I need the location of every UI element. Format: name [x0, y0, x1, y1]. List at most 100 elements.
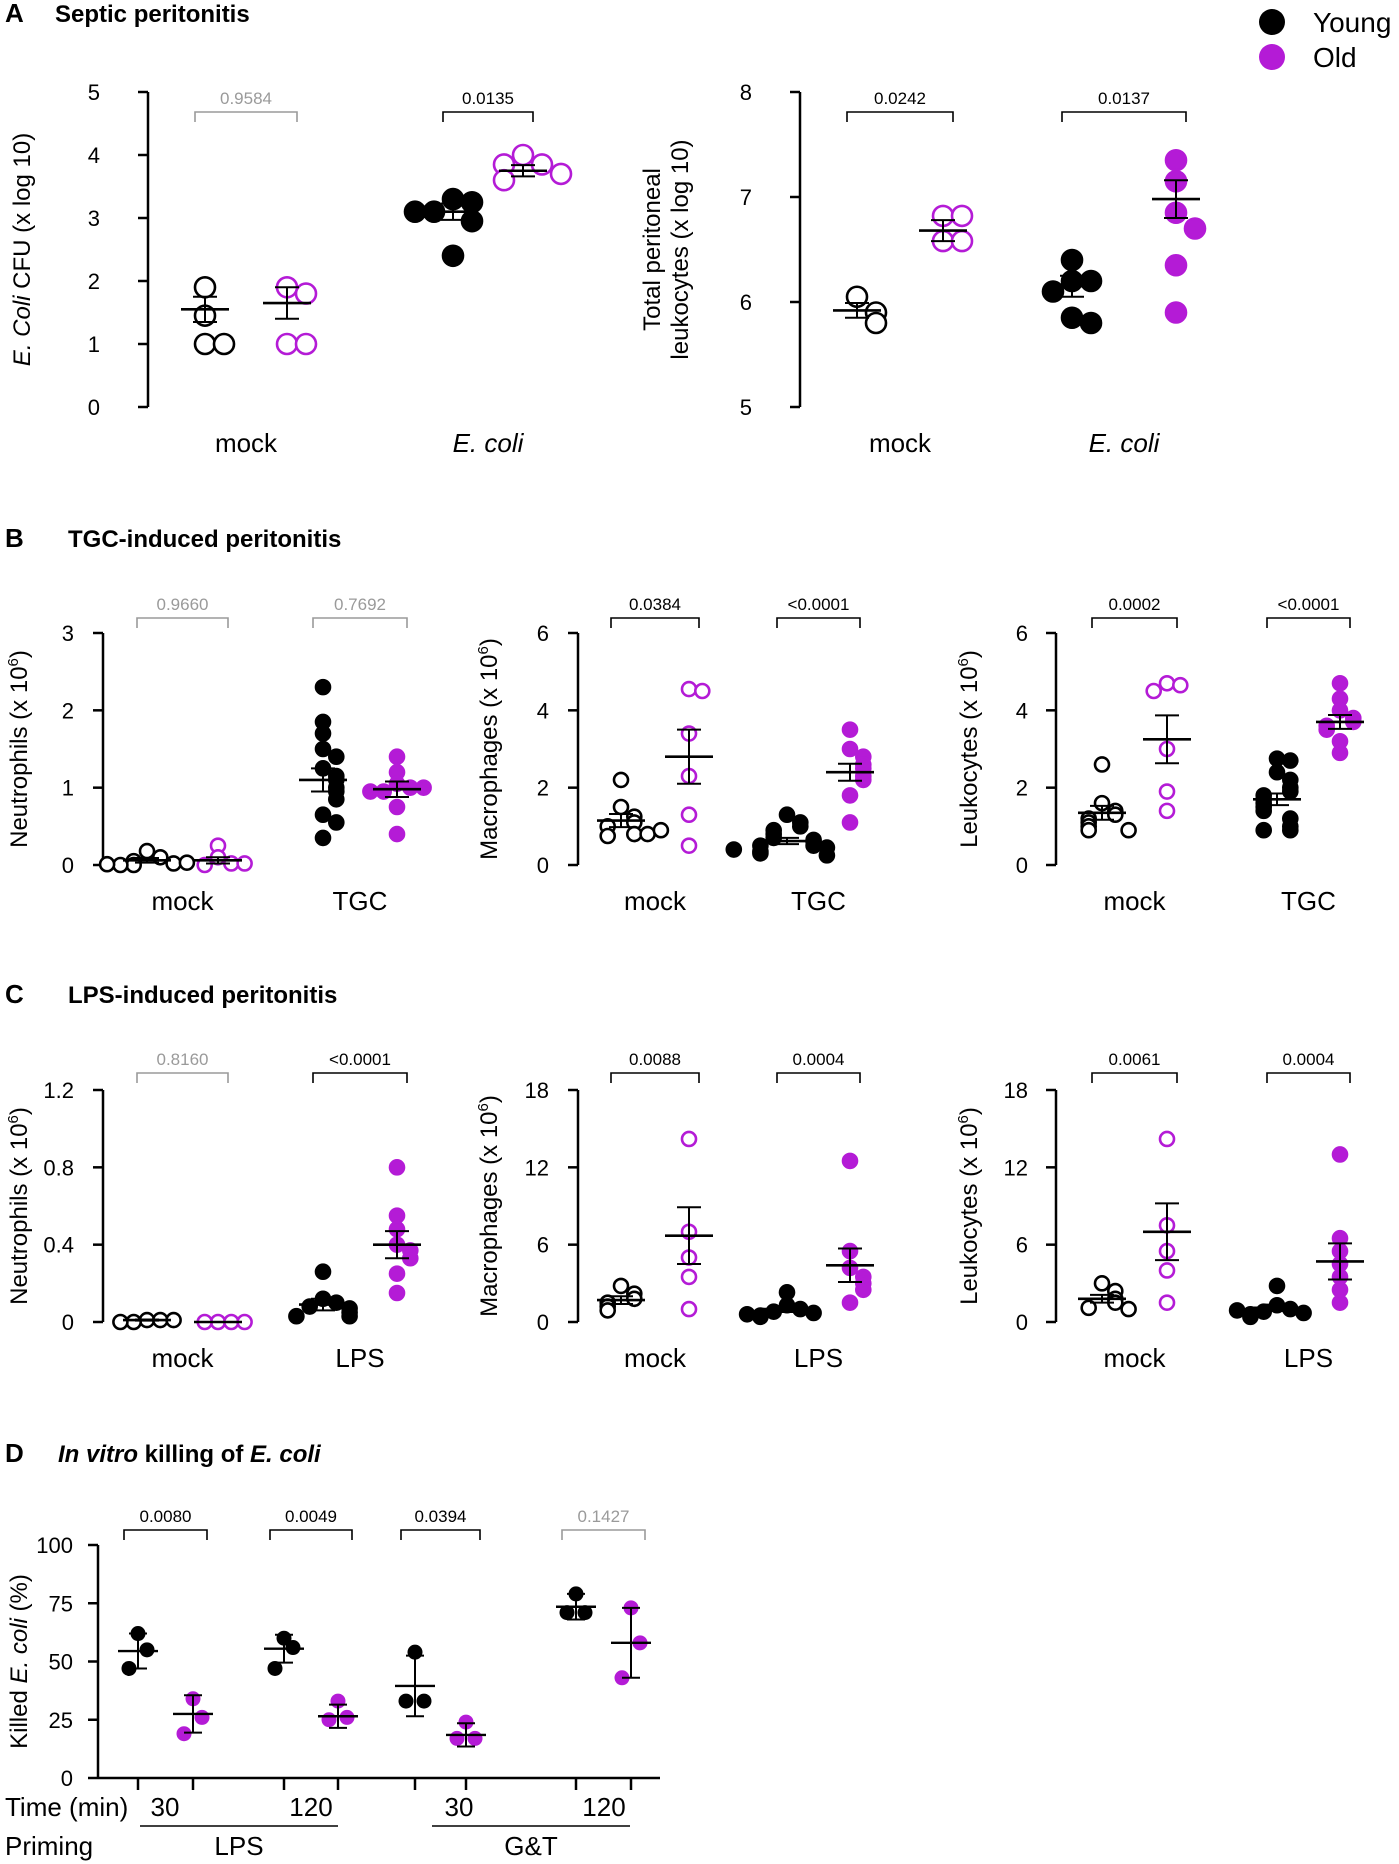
chart-a2-young-1-point-4	[1060, 306, 1084, 330]
chart-a2-ytick-label-0: 5	[740, 395, 752, 420]
chart-c3-comparison-0-bracket	[1091, 1072, 1178, 1083]
chart-d-ylabel-start: Killed	[6, 1683, 33, 1748]
chart-c3-old-1-point-0	[1331, 1146, 1349, 1163]
chart-d-ytick-label-1: 25	[49, 1708, 73, 1733]
chart-a2-category-0: mock	[869, 428, 932, 458]
chart-b3-ylabel-sup: 6	[955, 658, 972, 666]
chart-b1-ylabel-text: Neutrophils (x 10	[6, 666, 33, 847]
chart-c3-old-0-point-3	[1158, 1262, 1176, 1279]
chart-c2-ytick-label-1: 6	[537, 1233, 549, 1258]
chart-a2-old-1-point-0	[1164, 148, 1188, 172]
chart-c3-comparison-0-pvalue: 0.0061	[1109, 1050, 1161, 1069]
chart-b3-ytick-label-2: 4	[1016, 698, 1028, 723]
chart-d-ylabel: Killed E. coli (%)	[6, 1574, 33, 1749]
chart-a2-ytick-label-2: 7	[740, 185, 752, 210]
chart-d-time-value-0: 30	[151, 1792, 180, 1822]
chart-c2-young-1-point-6	[752, 1308, 769, 1326]
chart-b3-young-1-point-1	[1282, 752, 1299, 769]
chart-b2-old-0-point-1	[693, 682, 711, 700]
chart-c2-old-0-point-0	[680, 1130, 698, 1148]
chart-c3-ytick-label-3: 18	[1004, 1078, 1028, 1103]
chart-c1-old-1-point-0	[388, 1159, 406, 1176]
chart-d-group-2-young-point-1	[416, 1693, 432, 1709]
chart-a1-young-1-point-4	[403, 200, 427, 223]
chart-b1-old-1-point-6	[362, 783, 379, 800]
chart-d-ytick-label-0: 0	[61, 1766, 73, 1791]
chart-d-comparison-1-pvalue: 0.0049	[285, 1507, 337, 1526]
chart-a1-comparison-0-pvalue: 0.9584	[220, 89, 272, 108]
chart-a2-young-0-point-2	[864, 311, 888, 335]
chart-c2-ylabel-close: )	[476, 1095, 503, 1103]
chart-b1-old-1-point-5	[415, 779, 432, 796]
chart-d-ylabel-italic: E. coli	[6, 1617, 33, 1683]
chart-b1-category-0: mock	[151, 886, 214, 916]
chart-a2-comparison-1-pvalue: 0.0137	[1098, 89, 1150, 108]
chart-c1-young-1-point-6	[341, 1307, 358, 1325]
chart-a2-comparison-1-bracket	[1061, 111, 1187, 122]
chart-a1-comparison-0-bracket	[194, 111, 298, 122]
chart-b3-category-1: TGC	[1281, 886, 1336, 916]
chart-b2-comparison-1-bracket	[776, 617, 861, 628]
chart-a2-comparison-0-bracket	[846, 111, 954, 122]
chart-d-comparison-0-pvalue: 0.0080	[140, 1507, 192, 1526]
chart-b1-comparison-0-bracket	[136, 617, 229, 628]
chart-c3-ytick-label-0: 0	[1016, 1310, 1028, 1335]
chart-b3-ylabel-close: )	[956, 650, 983, 658]
chart-c1-category-1: LPS	[335, 1343, 384, 1373]
chart-b2-old-1-point-7	[841, 787, 859, 804]
chart-c3-ylabel-close: )	[956, 1107, 983, 1115]
chart-a1-ytick-label-3: 3	[88, 206, 100, 231]
chart-c3-old-1-point-6	[1331, 1294, 1349, 1311]
chart-b2-ytick-label-3: 6	[537, 621, 549, 646]
chart-a1-old-1-point-3	[492, 168, 516, 192]
chart-c3-young-0-point-5	[1120, 1300, 1137, 1318]
section-d-title: In vitro killing of E. coli	[58, 1441, 322, 1468]
chart-d-group-2-old-point-1	[467, 1730, 483, 1746]
chart-d-group-1-young-point-2	[267, 1660, 283, 1676]
chart-b1-comparison-1-pvalue: 0.7692	[334, 595, 386, 614]
chart-b2-young-1-point-13	[818, 847, 836, 864]
chart-c1-old-1-point-6	[388, 1265, 406, 1282]
chart-b2-young-1-point-14	[725, 841, 743, 858]
chart-d-comparison-3-pvalue: 0.1427	[578, 1507, 630, 1526]
chart-c1-young-1-point-3	[301, 1298, 319, 1315]
chart-b3-young-0-point-8	[1120, 821, 1137, 839]
chart-c2-ylabel-text: Macrophages (x 10	[476, 1111, 503, 1316]
chart-d-comparison-1-bracket	[269, 1529, 353, 1540]
chart-b3-comparison-0-pvalue: 0.0002	[1109, 595, 1161, 614]
chart-c1-ytick-label-0: 0	[62, 1310, 74, 1335]
chart-a1-young-1-point-5	[441, 244, 465, 268]
chart-d-comparison-3-bracket	[561, 1529, 646, 1540]
chart-a1-ytick-label-4: 4	[88, 143, 100, 168]
chart-c1-old-1-point-7	[388, 1284, 406, 1302]
chart-b2-young-0-point-7	[639, 825, 656, 843]
chart-b1-comparison-1-bracket	[312, 617, 408, 628]
chart-c2-category-1: LPS	[794, 1343, 843, 1373]
section-d-title-italic: In vitro	[58, 1441, 138, 1468]
chart-b1-young-0-point-7	[98, 855, 116, 873]
legend-young-marker	[1259, 9, 1285, 35]
chart-b2-young-0-point-6	[599, 827, 617, 845]
chart-a1-ylabel: E. Coli CFU (x log 10)	[9, 133, 36, 366]
chart-c2-ylabel: Macrophages (x 106)	[475, 1095, 503, 1317]
chart-c1-category-0: mock	[151, 1343, 214, 1373]
chart-c1-comparison-1-bracket	[312, 1072, 408, 1083]
chart-c3-young-1-point-0	[1268, 1277, 1286, 1295]
chart-a1-ylabel-italic: E. Coli	[9, 295, 36, 366]
chart-b3-young-1-point-13	[1282, 821, 1299, 839]
chart-c3-young-1-point-4	[1295, 1304, 1312, 1322]
chart-a2-young-1-point-3	[1041, 280, 1065, 303]
chart-c1-ylabel: Neutrophils (x 106)	[5, 1107, 33, 1305]
chart-b3-old-0-point-5	[1158, 802, 1176, 820]
chart-a1-comparison-1-pvalue: 0.0135	[462, 89, 514, 108]
chart-b3-young-1-point-14	[1255, 821, 1272, 839]
chart-a2-young-1-point-2	[1079, 269, 1103, 293]
chart-c1-young-0-point-2	[125, 1313, 142, 1331]
chart-c2-comparison-0-pvalue: 0.0088	[629, 1050, 681, 1069]
chart-b1-ylabel-sup: 6	[5, 658, 22, 666]
chart-b3-old-0-point-4	[1158, 783, 1176, 800]
chart-a2-young-1-point-0	[1060, 248, 1084, 272]
chart-a1-young-0-point-2	[193, 332, 217, 356]
chart-b1-ylabel-close: )	[6, 650, 33, 658]
